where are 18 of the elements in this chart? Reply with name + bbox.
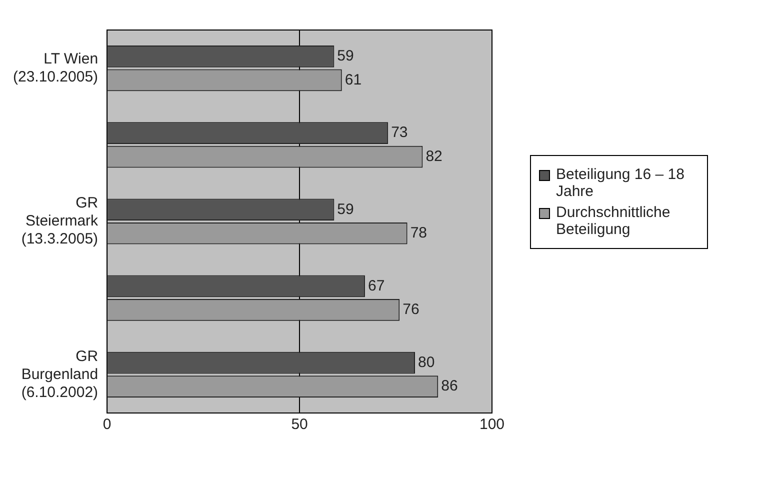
data-label: 59 <box>337 200 354 218</box>
data-label: 59 <box>337 48 354 65</box>
data-label: 61 <box>344 71 362 88</box>
x-tick-label: 100 <box>479 416 505 434</box>
y-tick-label: GR Burgenland (6.10.2002) <box>21 348 98 401</box>
data-label: 73 <box>391 124 408 142</box>
data-label: 86 <box>441 378 458 395</box>
data-label: 76 <box>402 301 420 318</box>
x-tick-label: 0 <box>102 416 112 434</box>
y-tick-label: LT Wien (23.10.2005) <box>12 50 98 86</box>
legend-label: Beteiligung 16 – 18 Jahre <box>556 166 686 200</box>
data-label: 78 <box>410 224 427 242</box>
x-tick-label: 50 <box>291 416 308 434</box>
data-label: 82 <box>426 148 442 165</box>
data-label: 80 <box>418 354 435 371</box>
data-label: 67 <box>368 277 385 294</box>
legend-label: Durchschnittliche Beteiligung <box>556 204 672 238</box>
y-tick-label: GR Steiermark (13.3.2005) <box>21 194 99 248</box>
